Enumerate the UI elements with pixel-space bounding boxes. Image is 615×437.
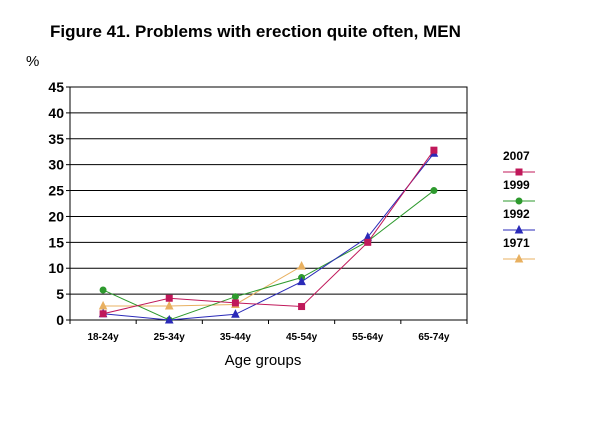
y-tick-label: 40 xyxy=(48,105,64,121)
data-point-1992 xyxy=(164,314,174,324)
legend-swatch-marker xyxy=(514,253,524,263)
data-point-1999 xyxy=(231,293,239,301)
y-tick-label: 30 xyxy=(48,157,64,173)
data-point-1971 xyxy=(297,261,306,270)
y-tick-label: 35 xyxy=(48,131,64,147)
data-point-2007 xyxy=(99,310,107,318)
x-tick-label: 65-74y xyxy=(418,332,450,343)
legend-swatch-marker xyxy=(515,168,523,176)
data-point-1992 xyxy=(231,309,240,318)
x-tick-label: 55-64y xyxy=(352,332,384,343)
series-2007 xyxy=(99,146,438,318)
data-point-2007 xyxy=(165,294,173,302)
y-tick-label: 5 xyxy=(56,286,64,302)
legend: 2007 1999 1992 1971 xyxy=(503,149,535,263)
x-tick-label: 18-24y xyxy=(88,332,120,343)
data-point-1992 xyxy=(297,276,306,286)
legend-swatch-marker xyxy=(514,224,524,234)
y-axis-unit: % xyxy=(26,53,39,70)
chart-title: Figure 41. Problems with erection quite … xyxy=(50,22,461,41)
legend-label: 1992 xyxy=(503,207,530,221)
x-axis-ticks: 18-24y 25-34y 35-44y 45-54y 55-64y 65-74y xyxy=(69,320,468,343)
data-point-2007 xyxy=(298,303,306,311)
legend-label: 1999 xyxy=(503,178,530,192)
x-tick-label: 25-34y xyxy=(154,332,186,343)
plot-area-frame xyxy=(69,86,468,321)
data-point-1999 xyxy=(430,187,438,195)
x-tick-label: 45-54y xyxy=(286,332,318,343)
data-point-2007 xyxy=(231,299,239,307)
legend-label: 1971 xyxy=(503,236,530,250)
series-line-1992 xyxy=(103,152,435,321)
y-tick-label: 10 xyxy=(48,260,64,276)
data-point-2007 xyxy=(364,238,372,246)
series-1992 xyxy=(98,148,439,324)
y-tick-label: 25 xyxy=(48,183,64,199)
x-axis-label: Age groups xyxy=(225,352,302,369)
legend-label: 2007 xyxy=(503,149,530,163)
y-tick-label: 20 xyxy=(48,208,64,224)
y-axis-ticks: 0 5 10 15 20 25 30 35 40 45 xyxy=(48,79,70,328)
y-tick-label: 45 xyxy=(48,79,64,95)
legend-swatch-marker xyxy=(515,197,523,205)
data-point-1971 xyxy=(164,300,174,310)
series-line-1999 xyxy=(102,190,435,321)
series-lines xyxy=(98,146,439,324)
x-tick-label: 35-44y xyxy=(220,332,252,343)
y-tick-label: 15 xyxy=(48,234,64,250)
data-point-1999 xyxy=(99,286,107,294)
data-point-2007 xyxy=(430,146,438,154)
y-tick-label: 0 xyxy=(56,312,64,328)
series-line-2007 xyxy=(102,149,435,315)
